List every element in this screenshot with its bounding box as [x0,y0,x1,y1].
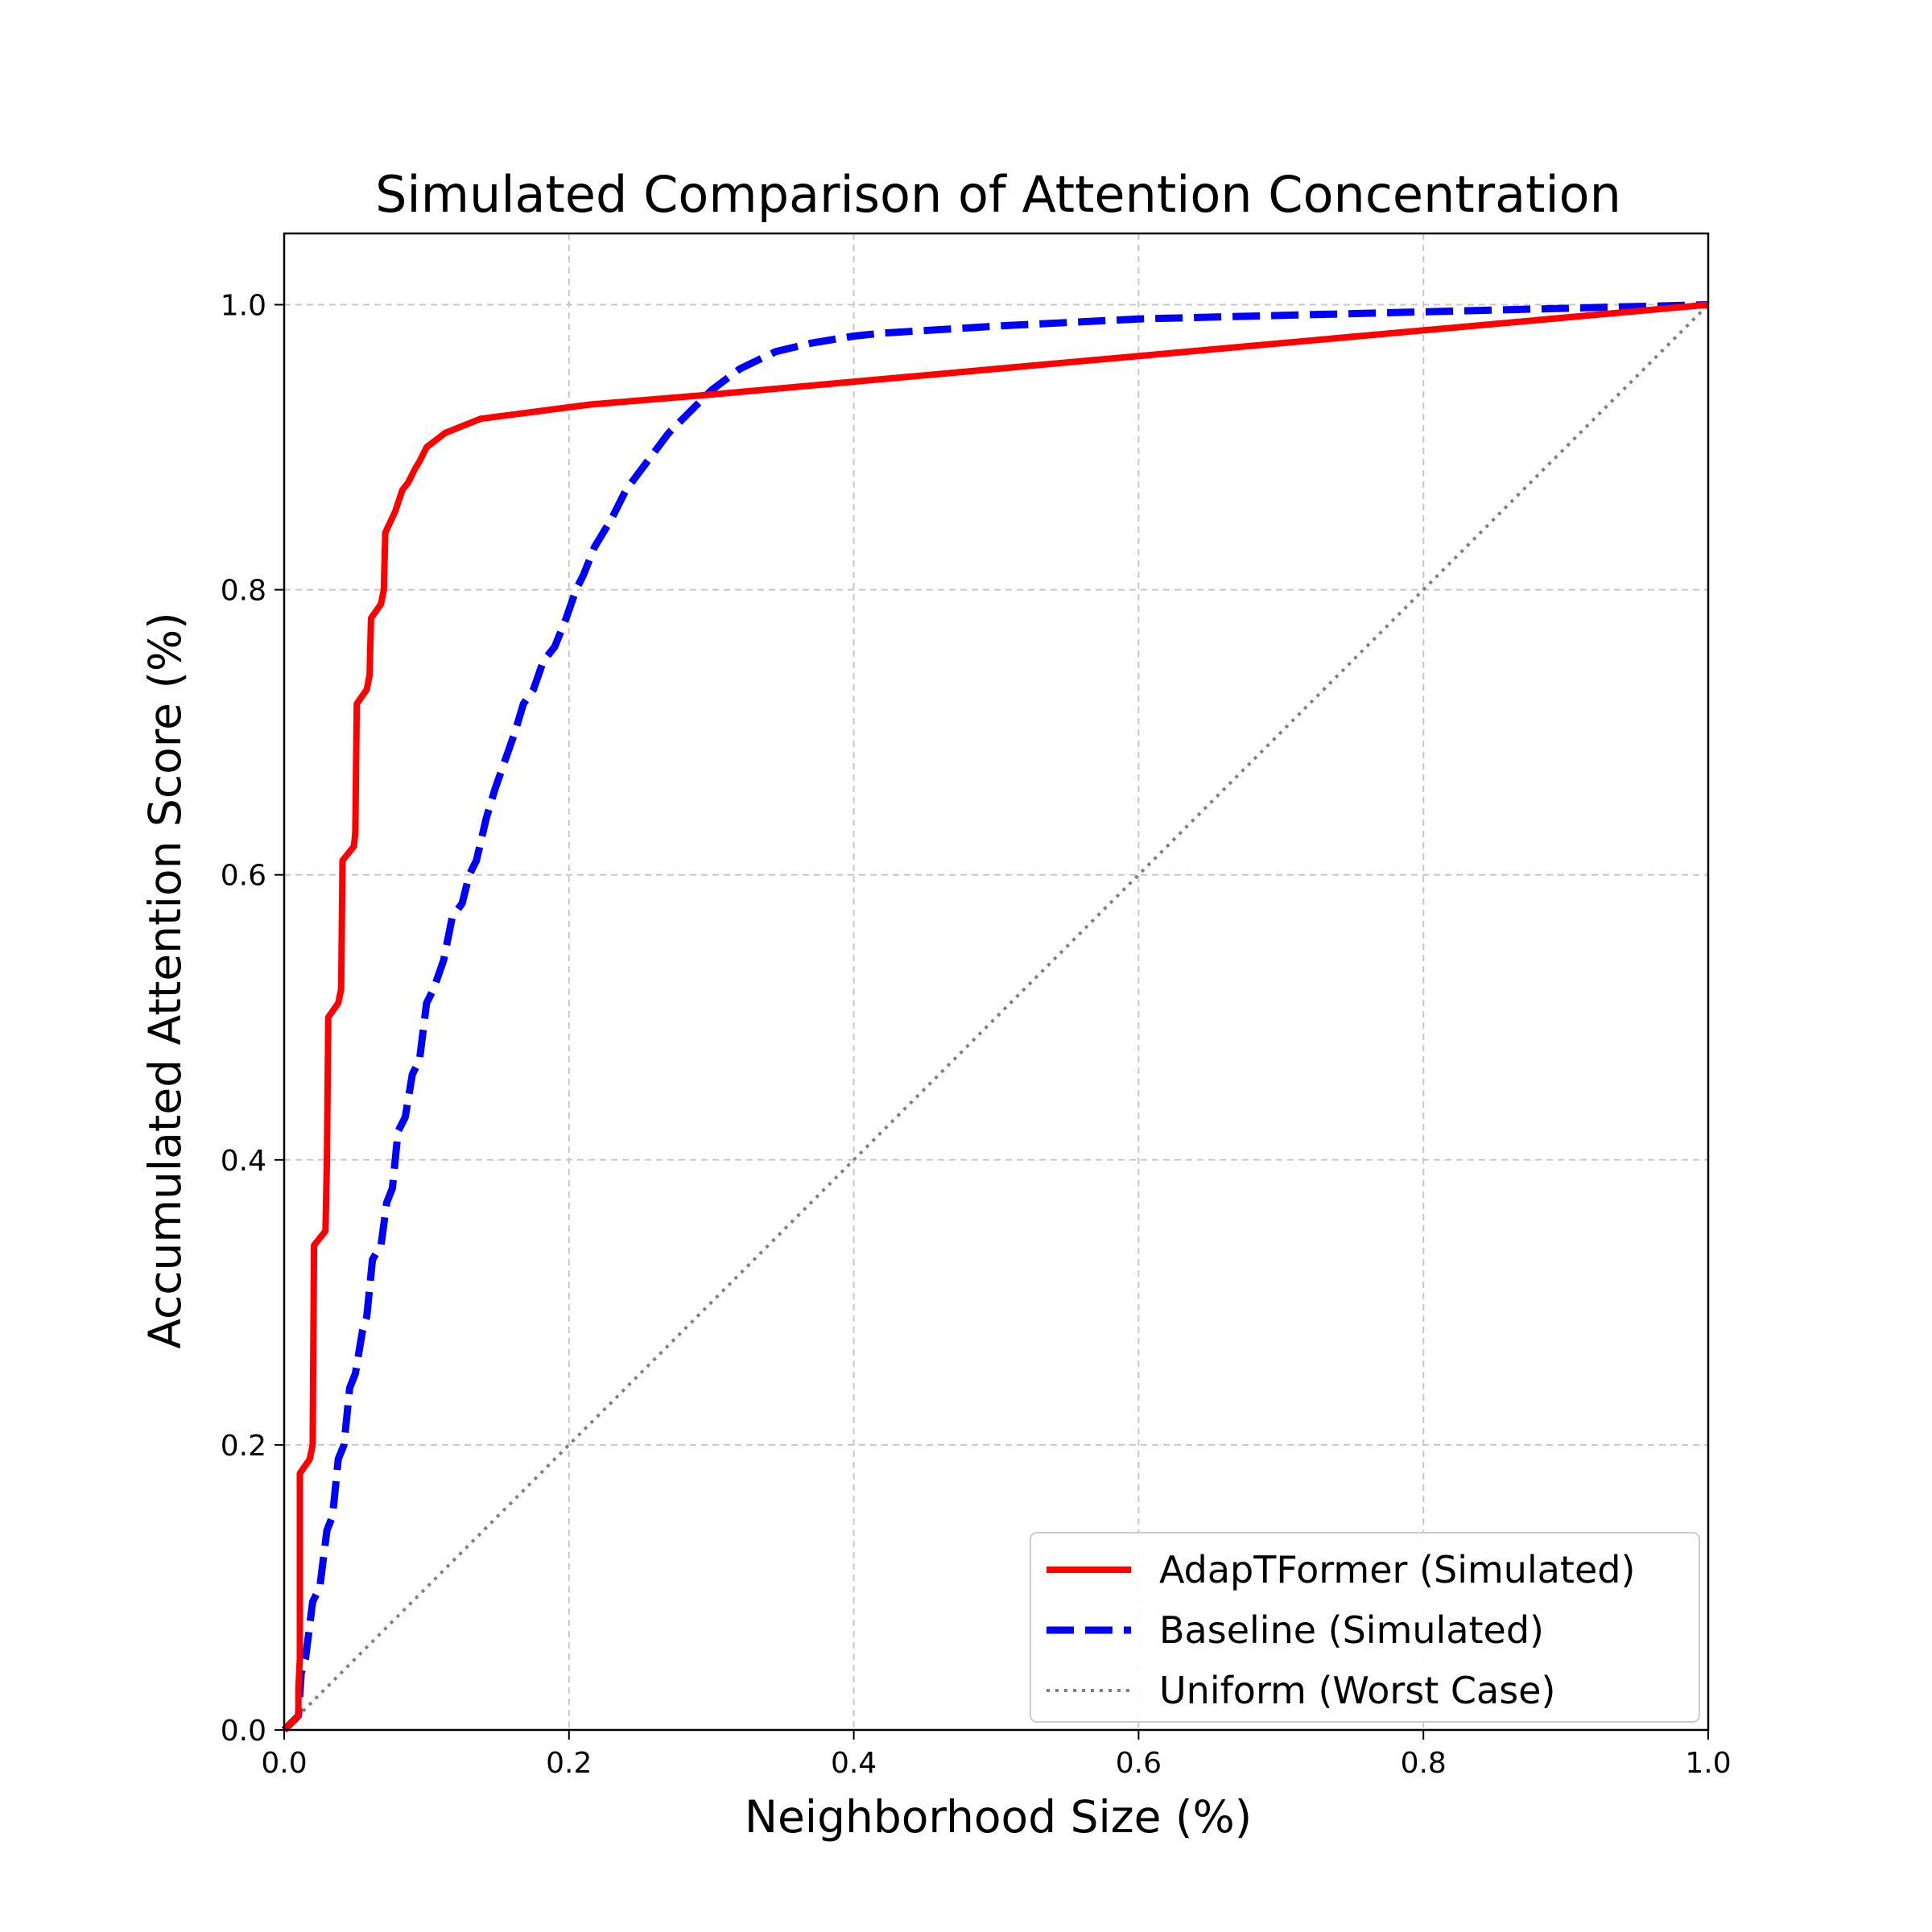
y-tick-label: 0.4 [221,1145,266,1178]
legend-box [1030,1532,1700,1723]
y-tick-label: 0.6 [221,860,266,893]
legend-label: Baseline (Simulated) [1159,1608,1544,1652]
x-tick-label: 0.4 [831,1747,877,1780]
series-line-adaptformer-simulated [282,301,1709,1732]
y-tick-label: 0.2 [221,1430,266,1463]
y-axis-label: Accumulated Attention Score (%) [139,612,191,1348]
ticks: 0.0 0.2 0.4 0.6 0.8 1.0 0.0 0.2 0.4 0.6 0.8 1.0 [221,290,1732,1780]
x-tick-label: 1.0 [1685,1747,1731,1780]
x-axis-label: Neighborhood Size (%) [745,1791,1252,1843]
x-tick-label: 0.2 [546,1747,592,1780]
series-layer [281,301,1710,1733]
legend: AdapTFormer (Simulated) Baseline (Simulat… [1030,1532,1700,1723]
y-tick-label: 0.0 [221,1715,266,1748]
y-tick-label: 1.0 [221,290,266,323]
y-tick-label: 0.8 [221,575,266,608]
chart-title: Simulated Comparison of Attention Concen… [375,165,1621,224]
legend-label: AdapTFormer (Simulated) [1159,1548,1635,1591]
x-tick-label: 0.6 [1116,1747,1162,1780]
plot-frame [283,232,1710,1732]
x-tick-label: 0.8 [1401,1747,1447,1780]
legend-label: Uniform (Worst Case) [1159,1669,1555,1712]
x-tick-label: 0.0 [261,1747,307,1780]
